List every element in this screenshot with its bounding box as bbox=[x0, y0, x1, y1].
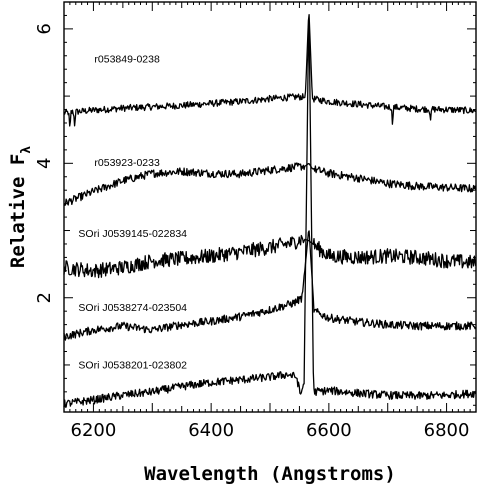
x-tick-label: 6400 bbox=[188, 420, 234, 441]
spectrum-line-5 bbox=[63, 20, 477, 408]
x-tick-label: 6200 bbox=[71, 420, 117, 441]
spectrum-line-2 bbox=[63, 162, 477, 206]
series-label: SOri J0538274-023504 bbox=[78, 302, 187, 314]
x-axis-title: Wavelength (Angstroms) bbox=[144, 463, 396, 485]
y-axis-title-subscript: λ bbox=[19, 146, 34, 154]
spectrum-line-1 bbox=[63, 14, 476, 127]
series-labels: r053849-0238 r053923-0233 SOri J0539145-02… bbox=[78, 53, 187, 371]
series-label: SOri J0538201-023802 bbox=[78, 359, 187, 371]
spectra-series bbox=[63, 14, 477, 408]
series-label: SOri J0539145-022834 bbox=[78, 228, 187, 240]
y-axis-title-text: Relative F bbox=[7, 154, 29, 268]
x-tick-label: 6800 bbox=[424, 420, 470, 441]
spectrum-line-3 bbox=[63, 234, 477, 279]
spectrum-line-4 bbox=[63, 230, 477, 341]
y-tick-label: 4 bbox=[34, 158, 55, 169]
series-label: r053849-0238 bbox=[94, 53, 160, 65]
y-axis-title-group: Relative Fλ bbox=[7, 146, 34, 268]
axes: 6200 6400 6600 6800 2 4 6 bbox=[34, 1, 477, 441]
x-tick-label: 6600 bbox=[306, 420, 352, 441]
series-label: r053923-0233 bbox=[94, 157, 160, 169]
y-tick-label: 6 bbox=[34, 23, 55, 34]
y-axis-title: Relative Fλ bbox=[7, 146, 34, 268]
y-tick-label: 2 bbox=[34, 292, 55, 303]
